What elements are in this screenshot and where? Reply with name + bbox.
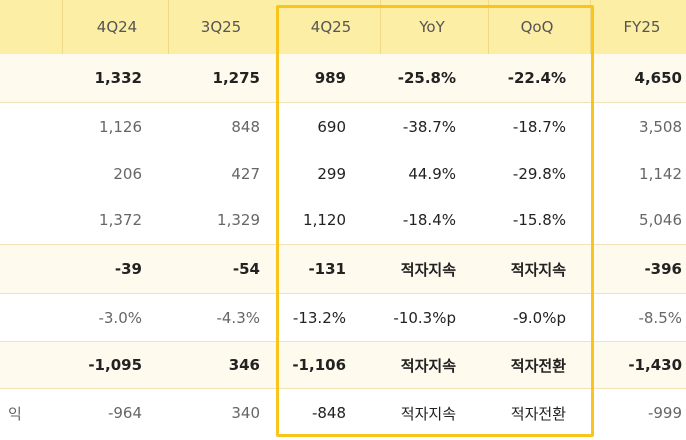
- cell-qoq: 적자전환: [510, 356, 566, 375]
- row-label: [0, 54, 62, 102]
- cell-yoy: -25.8%: [397, 69, 456, 87]
- table-row: -3.0% -4.3% -13.2% -10.3%p -9.0%p -8.5%: [0, 294, 686, 341]
- table-row: 1,332 1,275 989 -25.8% -22.4% 4,650: [0, 54, 686, 102]
- header-divider: [62, 0, 63, 54]
- cell-fy25: -999: [647, 404, 682, 422]
- row-label: [0, 245, 62, 293]
- header-yoy: YoY: [419, 18, 445, 36]
- cell-yoy: 적자지속: [400, 404, 456, 423]
- cell-3q25: 346: [228, 356, 260, 374]
- cell-yoy: -38.7%: [402, 118, 456, 136]
- cell-3q25: 1,275: [212, 69, 260, 87]
- cell-qoq: -22.4%: [507, 69, 566, 87]
- cell-fy25: -1,430: [628, 356, 682, 374]
- cell-yoy: 적자지속: [400, 260, 456, 279]
- cell-3q25: 427: [231, 165, 260, 183]
- cell-4q25: 690: [317, 118, 346, 136]
- row-divider: [0, 244, 686, 245]
- header-4q24: 4Q24: [96, 18, 138, 36]
- cell-4q25: 989: [314, 69, 346, 87]
- cell-4q24: 1,372: [99, 211, 142, 229]
- header-3q25: 3Q25: [200, 18, 242, 36]
- cell-3q25: 340: [231, 404, 260, 422]
- cell-qoq: -15.8%: [512, 211, 566, 229]
- header-4q25: 4Q25: [310, 18, 352, 36]
- highlight-frame: [276, 5, 594, 437]
- row-label: [0, 103, 62, 151]
- cell-yoy: -10.3%p: [393, 308, 456, 327]
- cell-4q24: -964: [107, 404, 142, 422]
- cell-qoq: 적자전환: [510, 404, 566, 423]
- cell-4q24: 206: [113, 165, 142, 183]
- cell-fy25: 1,142: [639, 165, 682, 183]
- cell-3q25: -4.3%: [216, 308, 260, 327]
- cell-4q25: 299: [317, 165, 346, 183]
- row-label: 익: [8, 404, 22, 423]
- cell-3q25: 848: [231, 118, 260, 136]
- header-divider: [380, 0, 381, 54]
- cell-4q25: -131: [308, 260, 346, 278]
- table-row: 익 -964 340 -848 적자지속 적자전환 -999: [0, 389, 686, 437]
- row-divider: [0, 102, 686, 103]
- header-divider: [590, 0, 591, 54]
- cell-4q24: -3.0%: [98, 308, 142, 327]
- row-divider: [0, 293, 686, 294]
- header-label-cell: [0, 0, 62, 54]
- table-row: -1,095 346 -1,106 적자지속 적자전환 -1,430: [0, 342, 686, 388]
- header-divider: [168, 0, 169, 54]
- cell-4q25: -1,106: [292, 356, 346, 374]
- cell-3q25: -54: [232, 260, 260, 278]
- table-header: 4Q24 3Q25 4Q25 YoY QoQ FY25: [0, 0, 686, 54]
- cell-3q25: 1,329: [217, 211, 260, 229]
- table-row: 1,126 848 690 -38.7% -18.7% 3,508: [0, 103, 686, 151]
- row-label: [0, 151, 62, 197]
- row-divider: [0, 341, 686, 342]
- cell-yoy: 44.9%: [408, 165, 456, 183]
- cell-4q24: -1,095: [88, 356, 142, 374]
- cell-qoq: -18.7%: [512, 118, 566, 136]
- cell-fy25: 4,650: [634, 69, 682, 87]
- cell-fy25: -8.5%: [638, 308, 682, 327]
- header-divider: [488, 0, 489, 54]
- table-row: -39 -54 -131 적자지속 적자지속 -396: [0, 245, 686, 293]
- cell-4q25: -13.2%: [292, 308, 346, 327]
- cell-4q25: -848: [311, 404, 346, 422]
- header-fy25: FY25: [623, 18, 661, 36]
- cell-4q24: 1,126: [99, 118, 142, 136]
- cell-qoq: -29.8%: [512, 165, 566, 183]
- cell-yoy: 적자지속: [400, 356, 456, 375]
- row-divider: [0, 388, 686, 389]
- table-row: 1,372 1,329 1,120 -18.4% -15.8% 5,046: [0, 197, 686, 243]
- cell-qoq: 적자지속: [510, 260, 566, 279]
- table-row: 206 427 299 44.9% -29.8% 1,142: [0, 151, 686, 197]
- cell-4q24: -39: [114, 260, 142, 278]
- cell-fy25: 5,046: [639, 211, 682, 229]
- cell-fy25: -396: [644, 260, 682, 278]
- cell-yoy: -18.4%: [402, 211, 456, 229]
- header-qoq: QoQ: [520, 18, 554, 36]
- cell-4q24: 1,332: [94, 69, 142, 87]
- row-label: [0, 342, 62, 388]
- cell-4q25: 1,120: [303, 211, 346, 229]
- row-label: [0, 294, 62, 341]
- cell-fy25: 3,508: [639, 118, 682, 136]
- row-label: [0, 197, 62, 243]
- cell-qoq: -9.0%p: [512, 308, 566, 327]
